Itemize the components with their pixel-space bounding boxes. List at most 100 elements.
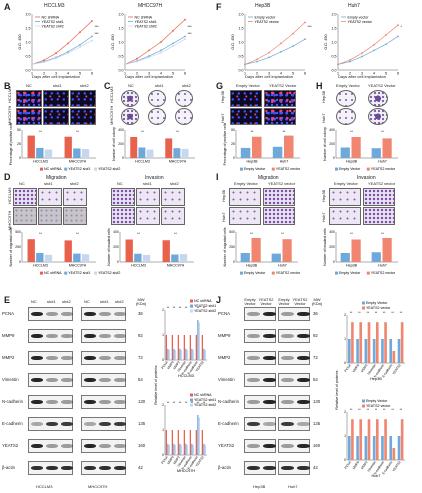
e-q2-ytick-0: 0 [162,453,164,457]
e-blot-box-2-0 [28,351,73,365]
f-right-xtick-5: 6 [397,72,399,76]
e-q1-bar-2-1 [179,348,181,360]
a-right-sig-1: *** [188,32,193,36]
d-mig-ytick-2: 500 [15,230,21,234]
d-image-12 [161,207,185,225]
d-mig-bar-1-1 [73,253,81,262]
e-band-6-0-1 [45,443,58,449]
f-left-point-1-1 [256,58,258,61]
e-q2-bar-2-1 [179,443,181,455]
e-band-5-1-1 [98,421,111,427]
a-left-xtick-2: 3 [55,72,57,76]
e-q2-bar-1-0 [171,430,173,455]
h-ylabel: Number of cell colony [323,127,327,161]
e-band-2-0-1 [45,355,58,361]
i-right-legend-1: YEATS2 vector [371,271,396,275]
f-right-series-line-1 [337,24,399,65]
e-q1-ytick-2: 2 [162,308,164,312]
j-q1-xtick-2: MMP2 [360,363,369,373]
a-right-ylabel: O.D. 450 [111,34,115,49]
gh-left-legend-1: YEATS2 vector [276,167,301,171]
e-col-6: sh#2 [115,299,124,304]
gh-left-legend-0: Empty Vector [244,167,266,171]
e-q2-bar-1-1 [173,443,175,455]
e-protein-6: YEATS2 [2,443,19,448]
e-band-6-0-2 [60,443,73,449]
d-mig-xtick-1: MHCC97H [69,264,87,268]
gh-left-legend-swatch-0 [240,167,243,171]
j-protein-2: MMP2 [218,355,231,360]
j-protein-6: YEATS2 [218,443,235,448]
j-blot-box-5-0 [244,417,276,431]
i-image-6 [363,188,395,206]
gh-right-legend-0: Empty Vector [339,167,361,171]
i-mig-ytick-1: 250 [229,245,235,249]
c-ylabel: Number of cell colony [112,127,116,161]
f-left-series-line-1 [244,22,306,65]
j-q2-xtick-1: MMP9 [352,460,361,470]
j-q2-bar-0-1 [351,419,354,460]
f-left-xtick-0: 1 [244,72,246,76]
h-bar-0-0 [340,147,350,158]
d-image-4 [111,188,135,206]
f-left-xtick-1: 2 [256,72,258,76]
e-q2-bar-3-1 [185,443,187,455]
e-mw-2: 72 [138,355,143,360]
j-q1-ytick-2: 2 [344,313,346,317]
i-mig-col-empty: Empty Vector [234,181,258,186]
d-image-5 [136,188,160,206]
e-band-4-0-1 [45,399,58,405]
gh-right-legend-swatch-0 [335,167,338,171]
e-q2-bar-3-2 [186,445,188,455]
i-image-4 [263,207,295,225]
j-q2-sig-6: ** [400,408,403,412]
e-band-4-1-2 [113,399,126,405]
e-q1-bar-3-0 [183,335,185,360]
g-bar-0-0 [240,147,251,158]
panel-letter-e: E [4,295,11,305]
j-band-7-0-1 [262,465,276,471]
j-band-1-0-0 [246,333,260,339]
e-q2-legend-2: YEATS2 sh#2 [194,403,216,407]
e-q2-xtick-1: MMP9 [166,455,175,465]
a-left-point-2-4 [79,46,81,48]
b-image-4 [16,108,42,125]
panel-letter-d: D [4,172,11,182]
e-q1-bar-0-1 [167,348,169,360]
e-blot-box-0-1 [81,307,126,321]
a-right-point-0-3 [160,41,162,43]
e-q1-xtick-2: MMP2 [172,360,181,370]
j-col-4: YEATS2 Vector [292,297,308,307]
a-right-xlabel: Days after cell implantation [125,74,174,79]
j-q1-bar-2-1 [367,322,371,363]
j-band-5-0-1 [262,421,276,427]
i-inv-sig-0: ** [350,232,353,236]
d-image-9 [63,207,87,225]
j-protein-5: E-cadherin [218,421,239,426]
a-right-ytick-2: 1.0 [119,40,124,44]
panel-letter-b: B [4,81,11,91]
j-q2-legend-swatch-1 [362,404,365,408]
e-q2-bar-6-1 [203,443,205,455]
e-q1-legend-swatch-0 [190,299,193,303]
j-blot-box-0-1 [278,307,310,321]
j-band-5-0-0 [246,421,260,427]
a-right-point-1-3 [160,49,162,52]
e-q1-bar-3-2 [186,350,188,360]
e-q2-legend-swatch-2 [190,403,193,407]
e-q1-legend-1: YEATS2 sh#1 [194,304,216,308]
a-right-series-line-2 [124,38,186,65]
e-q1-bar-4-0 [189,335,191,360]
j-mw-6: 160 [313,443,321,448]
j-protein-3: Vimentin [218,377,235,382]
h-image-4 [368,108,388,125]
e-q1-legend-2: YEATS2 sh#2 [194,309,216,313]
i-mig-ytick-0: 0 [233,260,235,264]
i-left-legend-swatch-0 [240,271,243,275]
e-band-3-1-2 [113,377,126,383]
f-right-point-1-1 [349,59,351,61]
b-image-2 [43,90,69,107]
g-image-1 [230,90,262,107]
i-mig-col-yeats2: YEATS2 vector [268,181,296,186]
j-col-1: Empty Vector [244,297,256,307]
